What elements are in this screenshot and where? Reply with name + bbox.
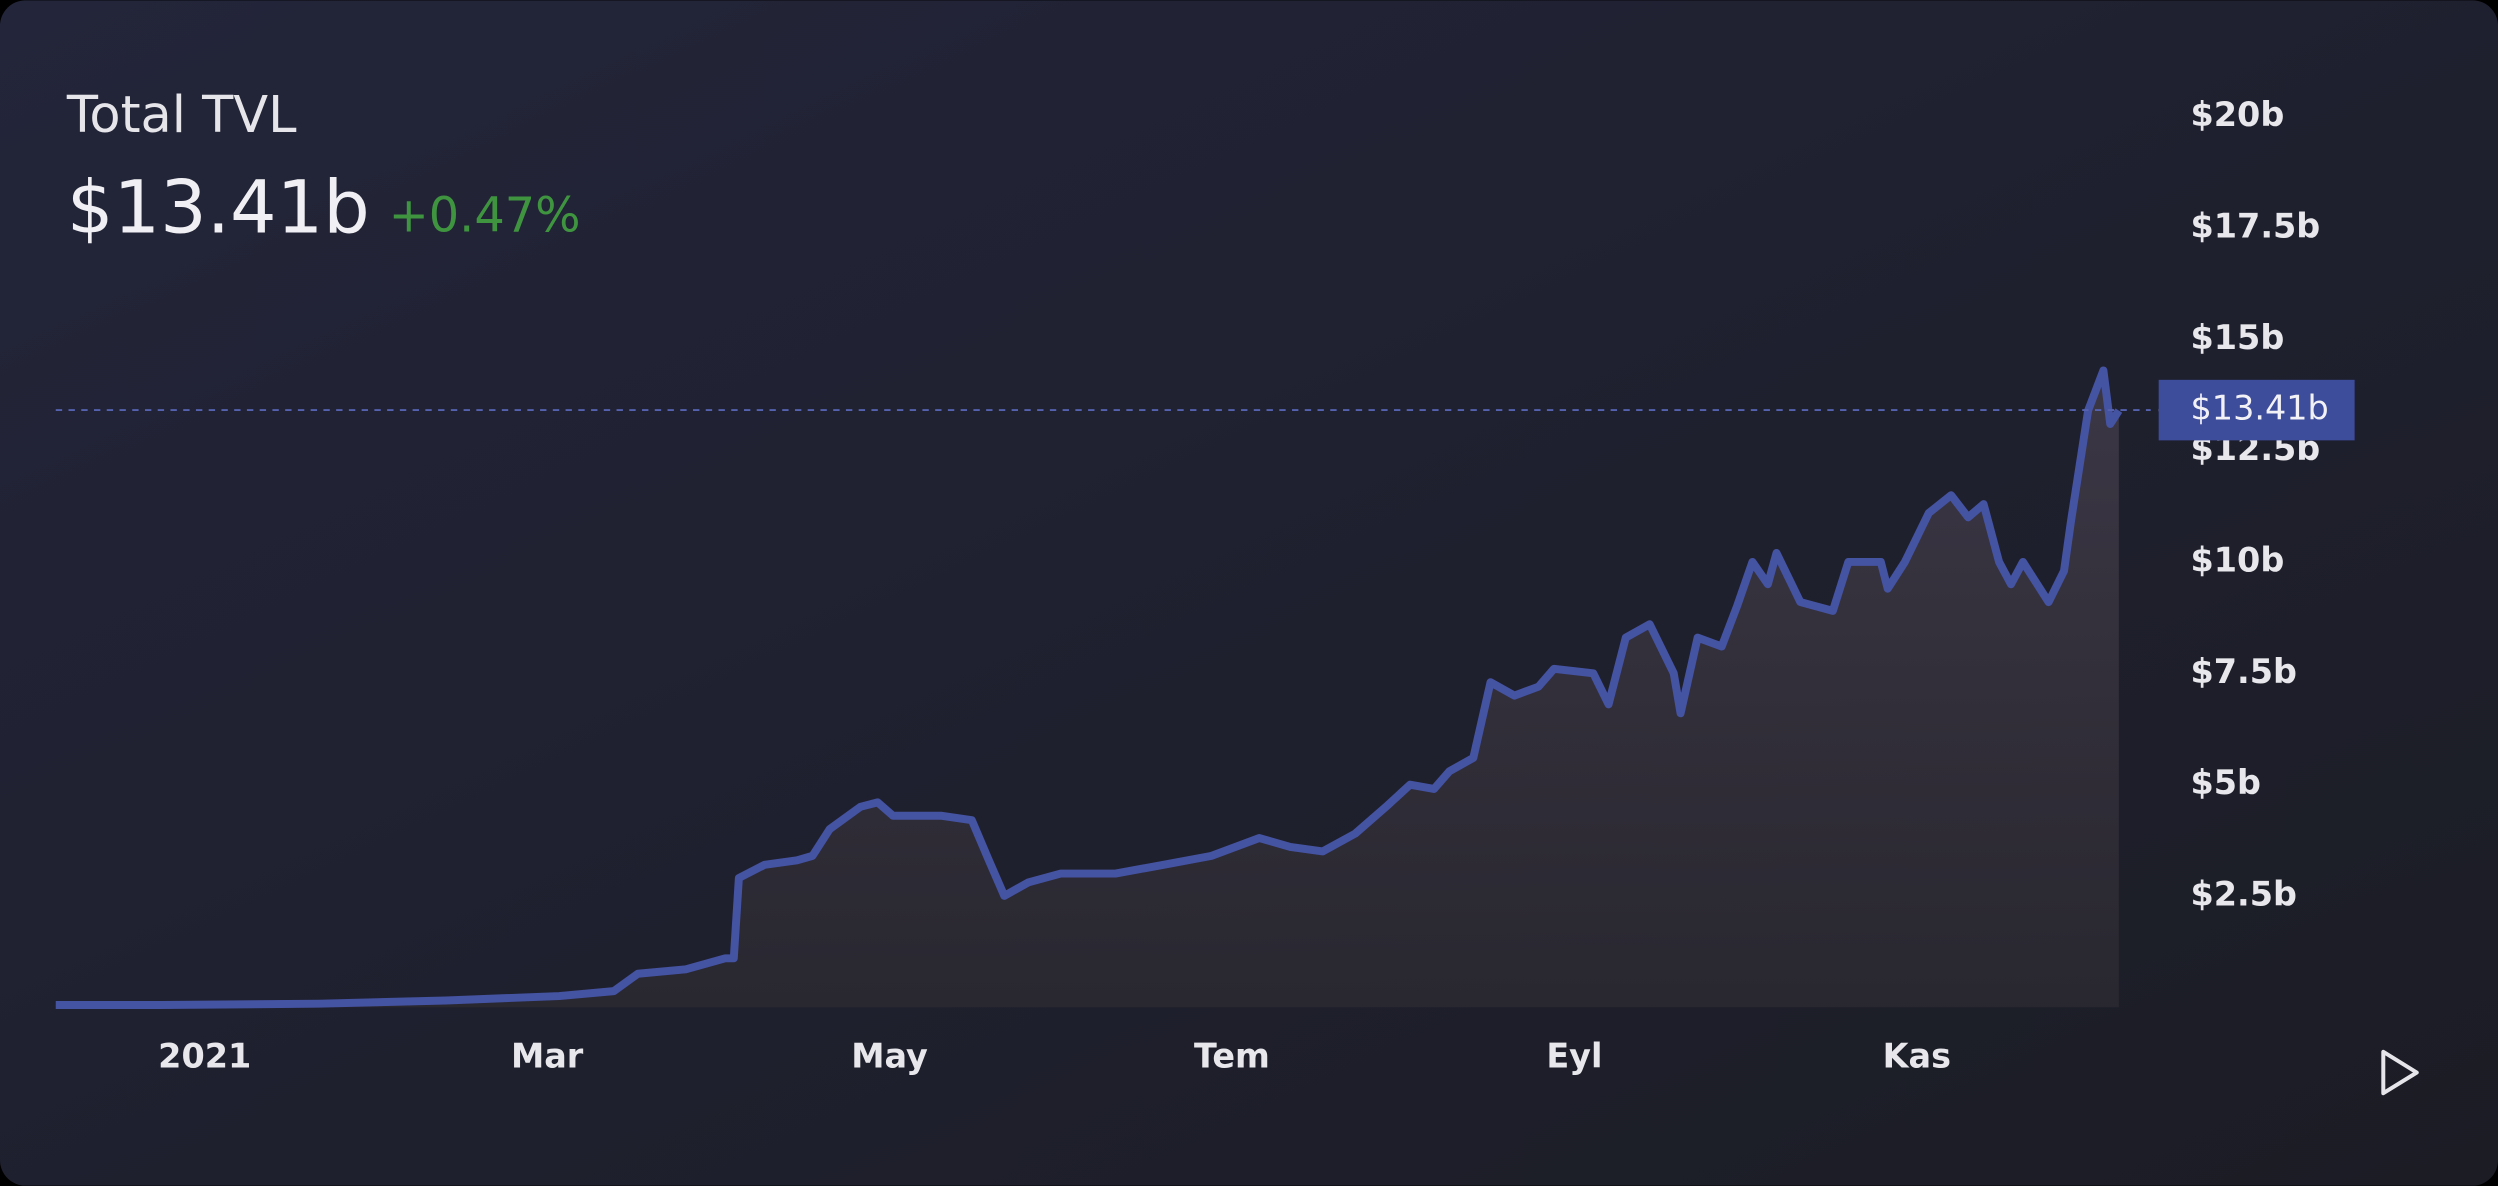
line — [55, 366, 2123, 1009]
current-value: $13.41b — [67, 165, 370, 250]
x-tick-label: Tem — [1194, 1037, 1270, 1076]
current-label: $13.41b — [2191, 389, 2329, 428]
y-tick-label: $2.5b — [2191, 874, 2297, 913]
current-label-box — [2158, 379, 2355, 441]
plot: $2.5b$5b$7.5b$10b$12.5b$15b$17.5b$20b202… — [55, 95, 2355, 1076]
y-tick-label: $15b — [2191, 318, 2285, 357]
x-tick-label: May — [851, 1037, 928, 1076]
y-tick-label: $20b — [2191, 95, 2285, 134]
x-tick-label: Mar — [511, 1037, 584, 1076]
x-tick-label: Kas — [1883, 1037, 1951, 1076]
y-tick-label: $7.5b — [2191, 652, 2297, 691]
change: +0.47% — [389, 189, 581, 244]
area — [55, 370, 2119, 1008]
x-tick-label: Eyl — [1546, 1037, 1602, 1076]
play-button[interactable] — [2381, 1049, 2419, 1096]
y-tick-label: $10b — [2191, 540, 2285, 579]
x-tick-label: 2021 — [158, 1037, 251, 1076]
y-tick-label: $17.5b — [2191, 206, 2321, 245]
chart-title: Total TVL — [66, 86, 297, 145]
y-tick-label: $5b — [2191, 763, 2261, 802]
